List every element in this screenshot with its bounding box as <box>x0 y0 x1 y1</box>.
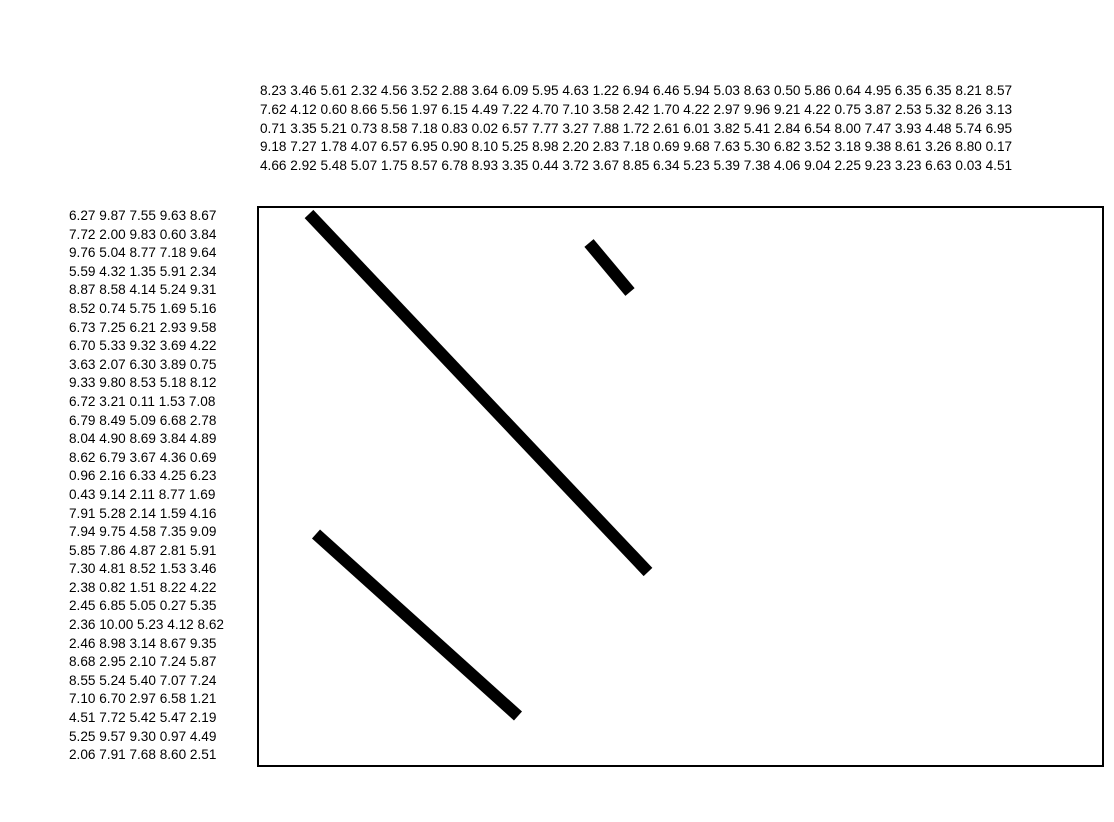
row-clue: 9.33 9.80 8.53 5.18 8.12 <box>69 375 217 391</box>
column-clue-row: 7.62 4.12 0.60 8.66 5.56 1.97 6.15 4.49 … <box>260 101 1013 117</box>
column-clue-row: 4.66 2.92 5.48 5.07 1.75 8.57 6.78 8.93 … <box>260 158 1013 174</box>
row-clues: 6.27 9.87 7.55 9.63 8.67 7.72 2.00 9.83 … <box>69 207 224 765</box>
row-clue: 7.30 4.81 8.52 1.53 3.46 <box>69 561 217 577</box>
row-clue: 2.46 8.98 3.14 8.67 9.35 <box>69 635 217 651</box>
row-clue: 2.45 6.85 5.05 0.27 5.35 <box>69 598 217 614</box>
row-clue: 8.68 2.95 2.10 7.24 5.87 <box>69 654 217 670</box>
row-clue: 8.04 4.90 8.69 3.84 4.89 <box>69 431 217 447</box>
row-clue: 7.72 2.00 9.83 0.60 3.84 <box>69 226 217 242</box>
column-clue-row: 0.71 3.35 5.21 0.73 8.58 7.18 0.83 0.02 … <box>260 120 1013 136</box>
column-clues: 8.23 3.46 5.61 2.32 4.56 3.52 2.88 3.64 … <box>260 82 1012 176</box>
row-clue: 9.76 5.04 8.77 7.18 9.64 <box>69 245 217 261</box>
row-clue: 2.36 10.00 5.23 4.12 8.62 <box>69 617 224 633</box>
row-clue: 6.79 8.49 5.09 6.68 2.78 <box>69 412 217 428</box>
row-clue: 2.38 0.82 1.51 8.22 4.22 <box>69 579 217 595</box>
row-clue: 8.52 0.74 5.75 1.69 5.16 <box>69 300 217 316</box>
row-clue: 6.27 9.87 7.55 9.63 8.67 <box>69 208 217 223</box>
row-clue: 4.51 7.72 5.42 5.47 2.19 <box>69 710 217 726</box>
row-clue: 7.91 5.28 2.14 1.59 4.16 <box>69 505 217 521</box>
row-clue: 6.72 3.21 0.11 1.53 7.08 <box>69 393 216 409</box>
row-clue: 5.25 9.57 9.30 0.97 4.49 <box>69 728 217 744</box>
row-clue: 8.55 5.24 5.40 7.07 7.24 <box>69 672 217 688</box>
row-clue: 7.94 9.75 4.58 7.35 9.09 <box>69 524 217 540</box>
row-clue: 3.63 2.07 6.30 3.89 0.75 <box>69 356 217 372</box>
row-clue: 2.06 7.91 7.68 8.60 2.51 <box>69 747 217 763</box>
drawing-canvas[interactable] <box>257 206 1104 767</box>
row-clue: 8.62 6.79 3.67 4.36 0.69 <box>69 449 217 465</box>
row-clue: 8.87 8.58 4.14 5.24 9.31 <box>69 282 217 298</box>
row-clue: 6.70 5.33 9.32 3.69 4.22 <box>69 338 217 354</box>
row-clue: 5.59 4.32 1.35 5.91 2.34 <box>69 263 217 279</box>
column-clue-row: 9.18 7.27 1.78 4.07 6.57 6.95 0.90 8.10 … <box>260 139 1013 155</box>
row-clue: 7.10 6.70 2.97 6.58 1.21 <box>69 691 217 707</box>
row-clue: 5.85 7.86 4.87 2.81 5.91 <box>69 542 217 558</box>
row-clue: 0.96 2.16 6.33 4.25 6.23 <box>69 468 217 484</box>
row-clue: 0.43 9.14 2.11 8.77 1.69 <box>69 486 216 502</box>
column-clue-row: 8.23 3.46 5.61 2.32 4.56 3.52 2.88 3.64 … <box>260 83 1013 98</box>
row-clue: 6.73 7.25 6.21 2.93 9.58 <box>69 319 217 335</box>
